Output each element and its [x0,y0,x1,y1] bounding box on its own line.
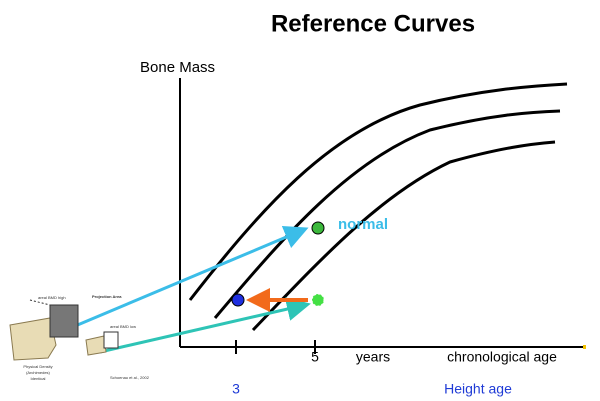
note: Identical [31,376,46,381]
curve-low [251,140,556,332]
axis-end [583,345,586,349]
projection-low [103,331,119,349]
note: Projection Area [92,294,122,299]
y-axis-label: Bone Mass [140,59,215,76]
x-tick-label: 5 [311,349,319,365]
x-axis-label: chronological age [447,349,557,365]
height-age-point [231,293,245,307]
normal-label: normal [338,216,388,233]
note: Physical Density [23,364,52,369]
x-unit: years [356,349,390,365]
note: areal BMD high [38,295,66,300]
projection-high [49,304,79,338]
dash [29,299,51,306]
note: (Archimedes) [26,370,50,375]
height-age-tick: 3 [232,381,240,397]
curve-high [188,82,568,301]
reference-curves [188,82,568,332]
normal-point [311,221,325,235]
height-age-label: Height age [444,381,512,397]
curve-mid [213,109,561,319]
bone-large [9,317,57,361]
bone-illustration: areal BMD high Projection Area areal BMD… [9,294,150,381]
bone-small [85,335,107,356]
note: areal BMD low [110,324,136,329]
citation: Schoenau et al., 2002 [110,375,150,380]
title: Reference Curves [271,10,475,37]
arrow [99,297,311,354]
actual-point [311,293,325,307]
